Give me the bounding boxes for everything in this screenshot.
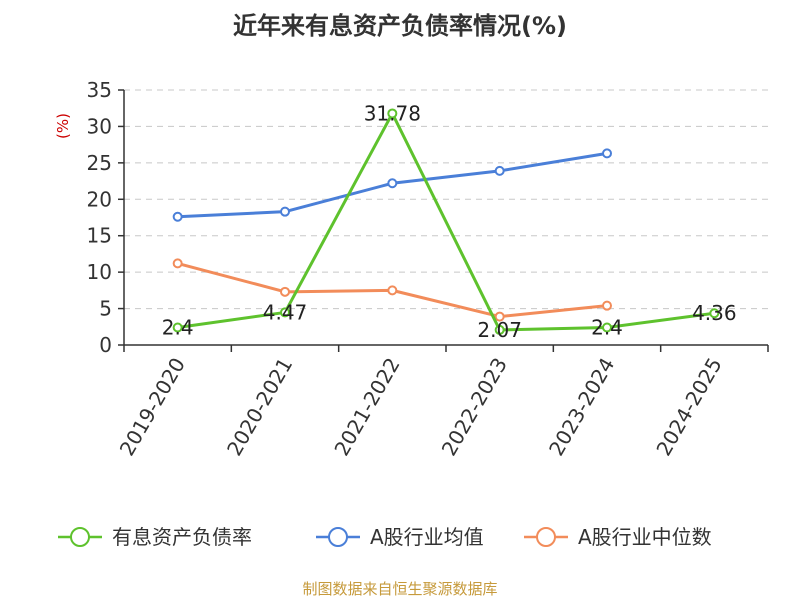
- x-tick-label: 2021-2022: [329, 354, 404, 460]
- data-point: [494, 324, 505, 335]
- x-tick-label: 2022-2023: [437, 353, 512, 459]
- data-point: [280, 286, 290, 297]
- y-tick-label: 10: [87, 260, 112, 284]
- y-tick-label: 30: [87, 114, 112, 138]
- x-tick-label: 2023-2024: [544, 354, 619, 460]
- data-point: [494, 311, 505, 322]
- chart-title: 近年来有息资产负债率情况(%): [233, 12, 567, 40]
- data-label: 2.4: [162, 316, 194, 340]
- y-tick-label: 35: [87, 78, 112, 102]
- data-label: 2.07: [477, 318, 522, 342]
- data-label: 31.78: [364, 101, 421, 125]
- data-point: [280, 307, 290, 318]
- data-label: 2.4: [591, 316, 623, 340]
- series-line: [177, 111, 715, 332]
- data-label: 4.36: [692, 301, 737, 325]
- data-point: [494, 165, 505, 176]
- legend-label: A股行业均值: [370, 525, 484, 549]
- y-tick-label: 5: [99, 297, 112, 321]
- legend-marker: [70, 527, 90, 547]
- data-point: [602, 148, 612, 159]
- data-label: 4.47: [263, 300, 308, 324]
- data-point: [172, 322, 183, 333]
- data-point: [602, 322, 612, 333]
- source-note: 制图数据来自恒生聚源数据库: [302, 580, 498, 598]
- x-tick-label: 2020-2021: [222, 354, 297, 460]
- y-tick-label: 0: [99, 333, 112, 357]
- y-tick-label: 15: [87, 224, 112, 248]
- legend-marker: [536, 527, 556, 547]
- y-tick-label: 25: [87, 151, 112, 175]
- x-tick-label: 2019-2020: [115, 354, 190, 460]
- legend-label: A股行业中位数: [578, 525, 712, 549]
- data-point: [280, 206, 290, 217]
- data-point: [709, 308, 720, 319]
- x-tick-label: 2024-2025: [651, 354, 726, 460]
- data-point: [387, 178, 398, 189]
- y-axis-unit: (%): [54, 113, 72, 139]
- y-tick-label: 20: [87, 187, 112, 211]
- data-point: [602, 300, 612, 311]
- data-point: [387, 108, 398, 119]
- legend-marker: [328, 527, 348, 547]
- data-point: [387, 285, 398, 296]
- data-point: [172, 211, 183, 222]
- data-point: [172, 258, 183, 269]
- legend-label: 有息资产负债率: [112, 525, 252, 549]
